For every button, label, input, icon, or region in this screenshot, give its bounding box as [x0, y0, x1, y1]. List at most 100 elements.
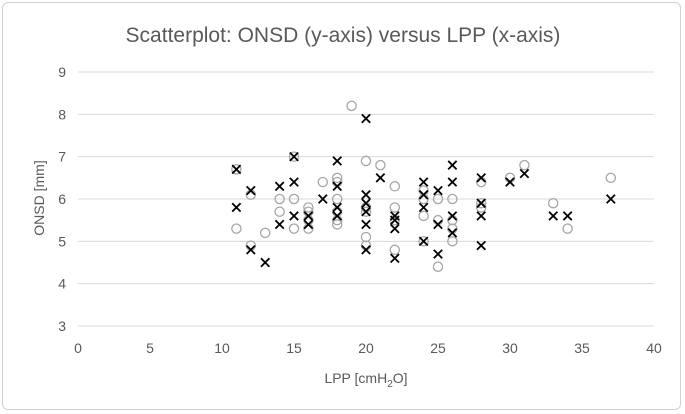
data-point-cross: [361, 244, 371, 255]
data-point-cross: [418, 236, 429, 247]
data-point-cross: [303, 219, 314, 230]
data-point-cross: [289, 177, 299, 187]
data-point-circle: [317, 176, 329, 188]
data-point-cross: [303, 211, 314, 221]
data-point-circle: [274, 206, 285, 217]
data-point-cross: [332, 202, 343, 213]
y-tick-label: 9: [58, 64, 66, 80]
data-point-cross: [476, 172, 487, 183]
data-point-cross: [447, 211, 458, 221]
y-tick-label: 3: [58, 318, 66, 334]
data-point-circle: [375, 159, 386, 171]
data-point-cross: [433, 185, 443, 196]
x-tick-label: 15: [286, 340, 302, 356]
y-tick-label: 5: [58, 233, 66, 249]
data-point-cross: [375, 172, 386, 183]
data-point-cross: [274, 181, 285, 192]
y-tick-label: 6: [58, 191, 66, 207]
y-axis-label: ONSD [mm]: [31, 160, 47, 235]
data-point-circle: [346, 100, 357, 112]
chart-title: Scatterplot: ONSD (y-axis) versus LPP (x…: [126, 24, 561, 47]
data-point-cross: [476, 198, 487, 209]
data-point-cross: [476, 211, 487, 221]
data-point-circle: [432, 261, 444, 272]
data-point-circle: [447, 193, 458, 205]
data-point-cross: [332, 181, 343, 192]
data-point-cross: [519, 168, 530, 179]
data-point-cross: [433, 249, 443, 259]
data-point-cross: [245, 244, 256, 255]
data-point-cross: [447, 228, 458, 238]
data-point-circle: [432, 193, 444, 205]
data-point-cross: [231, 164, 242, 175]
y-tick-label: 8: [58, 106, 66, 122]
data-point-circle: [360, 231, 372, 243]
data-point-cross: [433, 219, 443, 230]
data-point-circle: [360, 155, 372, 167]
data-point-cross: [361, 206, 371, 217]
x-axis-label: LPP [cmH2O]: [324, 370, 407, 390]
data-points: [231, 100, 617, 272]
data-point-circle: [288, 223, 300, 234]
data-point-cross: [361, 189, 371, 200]
x-tick-label: 30: [502, 340, 518, 356]
data-point-circle: [389, 202, 401, 213]
data-point-circle: [360, 206, 372, 217]
data-point-cross: [548, 211, 559, 221]
x-axis-label-subscript: 2: [387, 379, 393, 390]
data-point-cross: [231, 202, 242, 213]
data-point-cross: [245, 185, 256, 196]
data-point-circle: [259, 227, 271, 239]
data-point-cross: [389, 253, 400, 264]
data-point-circle: [562, 223, 573, 234]
x-tick-label: 35: [574, 340, 590, 356]
data-point-circle: [475, 197, 487, 209]
data-point-cross: [418, 177, 429, 187]
y-tick-label: 7: [58, 149, 66, 165]
data-point-circle: [231, 164, 242, 175]
data-point-circle: [519, 159, 530, 171]
data-point-circle: [274, 193, 285, 205]
data-point-cross: [389, 211, 400, 221]
x-axis-label-main: LPP [cmH: [324, 370, 387, 386]
data-point-cross: [605, 194, 616, 204]
chart-frame: [2, 2, 681, 410]
data-point-circle: [547, 197, 559, 209]
x-tick-label: 10: [214, 340, 230, 356]
data-point-cross: [289, 151, 299, 162]
gridlines: [78, 71, 654, 327]
x-tick-label: 20: [358, 340, 374, 356]
data-point-cross: [389, 215, 400, 226]
data-point-circle: [605, 172, 617, 184]
data-point-circle: [288, 151, 300, 162]
data-point-circle: [231, 223, 242, 234]
data-point-cross: [476, 240, 487, 251]
data-point-cross: [361, 198, 371, 209]
y-tick-label: 4: [58, 276, 66, 292]
data-point-circle: [389, 244, 401, 256]
data-point-cross: [389, 223, 400, 234]
x-tick-label: 5: [146, 340, 154, 356]
data-point-cross: [447, 177, 458, 187]
data-point-cross: [418, 202, 429, 213]
data-point-cross: [260, 257, 271, 268]
data-point-cross: [332, 211, 343, 221]
data-point-circle: [303, 202, 314, 213]
data-point-circle: [331, 219, 343, 230]
x-tick-label: 0: [74, 340, 82, 356]
data-point-cross: [447, 160, 458, 170]
data-point-cross: [361, 219, 371, 230]
data-point-circle: [418, 236, 429, 247]
x-axis-label-end: O]: [393, 370, 408, 386]
data-point-circle: [389, 181, 401, 192]
x-tick-label: 25: [430, 340, 446, 356]
data-point-circle: [331, 193, 343, 205]
data-point-circle: [288, 193, 300, 205]
data-point-circle: [331, 172, 343, 184]
data-point-cross: [289, 211, 299, 221]
y-tick-labels: 3 4 5 6 7 8 9: [58, 64, 66, 334]
data-point-circle: [447, 236, 458, 247]
data-point-cross: [317, 194, 328, 204]
data-point-cross: [274, 219, 285, 230]
